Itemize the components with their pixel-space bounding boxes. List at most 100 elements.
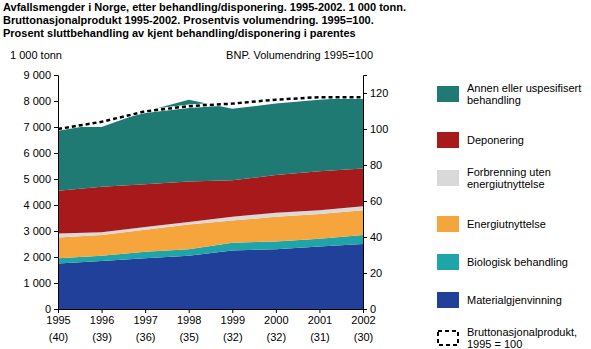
tick: 60 <box>363 195 382 207</box>
tick-mark <box>54 127 58 128</box>
tick: 1995(40) <box>46 309 70 343</box>
tick-label: 5 000 <box>23 173 51 185</box>
tick-mark <box>276 309 277 313</box>
tick: 7 000 <box>23 121 58 133</box>
tick: 8 000 <box>23 95 58 107</box>
tick-label: 2 000 <box>23 251 51 263</box>
tick: 40 <box>363 231 382 243</box>
tick-mark <box>54 231 58 232</box>
legend-item: Energiutnyttelse <box>437 216 546 232</box>
tick-mark <box>54 283 58 284</box>
axis: 020406080100120 <box>363 76 388 316</box>
tick-mark <box>363 201 367 202</box>
legend-label: Bruttonasjonalprodukt,1995 = 100 <box>467 326 577 349</box>
chart-container: Avfallsmengder i Norge, etter behandling… <box>0 0 591 349</box>
tick-label: 1 000 <box>23 277 51 289</box>
axis-line <box>59 310 364 314</box>
tick-label: 60 <box>370 195 382 207</box>
tick-label: 80 <box>370 159 382 171</box>
legend-swatch <box>437 292 459 308</box>
axis-title: 1 000 tonn <box>10 49 62 61</box>
tick-mark <box>145 309 146 313</box>
tick: 4 000 <box>23 199 58 211</box>
tick-mark <box>58 309 59 313</box>
legend-label: Annen eller uspesifisertbehandling <box>467 82 581 106</box>
axis: 01 0002 0003 0004 0005 0006 0007 0008 00… <box>23 69 58 315</box>
tick-label: 1999 <box>221 314 245 326</box>
chart-svg: Avfallsmengder i Norge, etter behandling… <box>0 0 591 349</box>
tick: 80 <box>363 159 382 171</box>
tick-label: 2002 <box>351 314 375 326</box>
legend-swatch <box>437 216 459 232</box>
tick-mark <box>363 309 364 313</box>
tick-note: (39) <box>92 331 112 343</box>
tick: 2002 (30) <box>351 309 375 343</box>
title: Prosent sluttbehandling av kjent behandl… <box>3 27 356 39</box>
line <box>58 97 363 129</box>
tick-label: 20 <box>370 267 382 279</box>
tick: 2 000 <box>23 251 58 263</box>
tick-label: 8 000 <box>23 95 51 107</box>
tick: 3 000 <box>23 225 58 237</box>
tick: 5 000 <box>23 173 58 185</box>
tick: 100 <box>363 123 388 135</box>
tick-mark <box>54 257 58 258</box>
tick-label: 120 <box>370 87 388 99</box>
legend-label: Materialgjenvinning <box>467 294 562 306</box>
tick-label: 1998 <box>177 314 201 326</box>
plot-area <box>58 97 363 309</box>
legend-label: Biologisk behandling <box>467 256 568 268</box>
tick: 9 000 <box>23 69 58 81</box>
title: Bruttonasjonalprodukt 1995-2002. Prosent… <box>3 14 374 26</box>
tick-mark <box>102 309 103 313</box>
tick-mark <box>54 153 58 154</box>
tick: 2001 (31) <box>308 309 332 343</box>
axis: 1995(40) 1996(39) 1997 (36) 1998 (35) 1999 (32)… <box>46 309 375 343</box>
legend-swatch <box>437 86 459 102</box>
legend-item: Bruttonasjonalprodukt,1995 = 100 <box>438 326 577 349</box>
legend-swatch <box>437 170 459 186</box>
tick-label: 2001 <box>308 314 332 326</box>
tick-note: (35) <box>179 331 199 343</box>
axis-line <box>54 76 59 310</box>
legend-item: Deponering <box>437 132 524 148</box>
tick-mark <box>54 179 58 180</box>
tick: 1 000 <box>23 277 58 289</box>
axis-line <box>364 76 368 310</box>
legend: Annen eller uspesifisertbehandling Depone… <box>437 82 581 349</box>
tick-mark <box>54 309 58 310</box>
tick-mark <box>189 309 190 313</box>
tick-label: 4 000 <box>23 199 51 211</box>
tick-note: (32) <box>267 331 287 343</box>
legend-label: Deponering <box>467 134 524 146</box>
tick-mark <box>232 309 233 313</box>
tick-mark <box>319 309 320 313</box>
tick: 1998 (35) <box>177 309 201 343</box>
line-halo <box>58 97 363 129</box>
tick: 1997 (36) <box>133 309 157 343</box>
legend-label: Energiutnyttelse <box>467 218 546 230</box>
axis-title: BNP. Volumendring 1995=100 <box>226 49 373 61</box>
legend-item: Biologisk behandling <box>437 254 568 270</box>
tick-mark <box>363 273 367 274</box>
tick-note: (36) <box>136 331 156 343</box>
tick-note: (30) <box>354 331 374 343</box>
tick-note: (31) <box>310 331 330 343</box>
tick-mark <box>363 165 367 166</box>
legend-label: Forbrenning utenenergiutnyttelse <box>467 166 551 190</box>
legend-item: Forbrenning utenenergiutnyttelse <box>437 166 551 190</box>
tick-label: 1997 <box>133 314 157 326</box>
tick-label: 6 000 <box>23 147 51 159</box>
tick: 2000(32) <box>264 309 288 343</box>
tick-label: 9 000 <box>23 69 51 81</box>
tick-mark <box>363 129 367 130</box>
legend-item: Annen eller uspesifisertbehandling <box>437 82 581 106</box>
legend-swatch <box>438 331 458 345</box>
tick: 1996(39) <box>90 309 114 343</box>
area <box>58 97 363 191</box>
tick: 20 <box>363 267 382 279</box>
tick-mark <box>54 101 58 102</box>
tick: 6 000 <box>23 147 58 159</box>
tick-note: (40) <box>49 331 69 343</box>
tick-label: 100 <box>370 123 388 135</box>
